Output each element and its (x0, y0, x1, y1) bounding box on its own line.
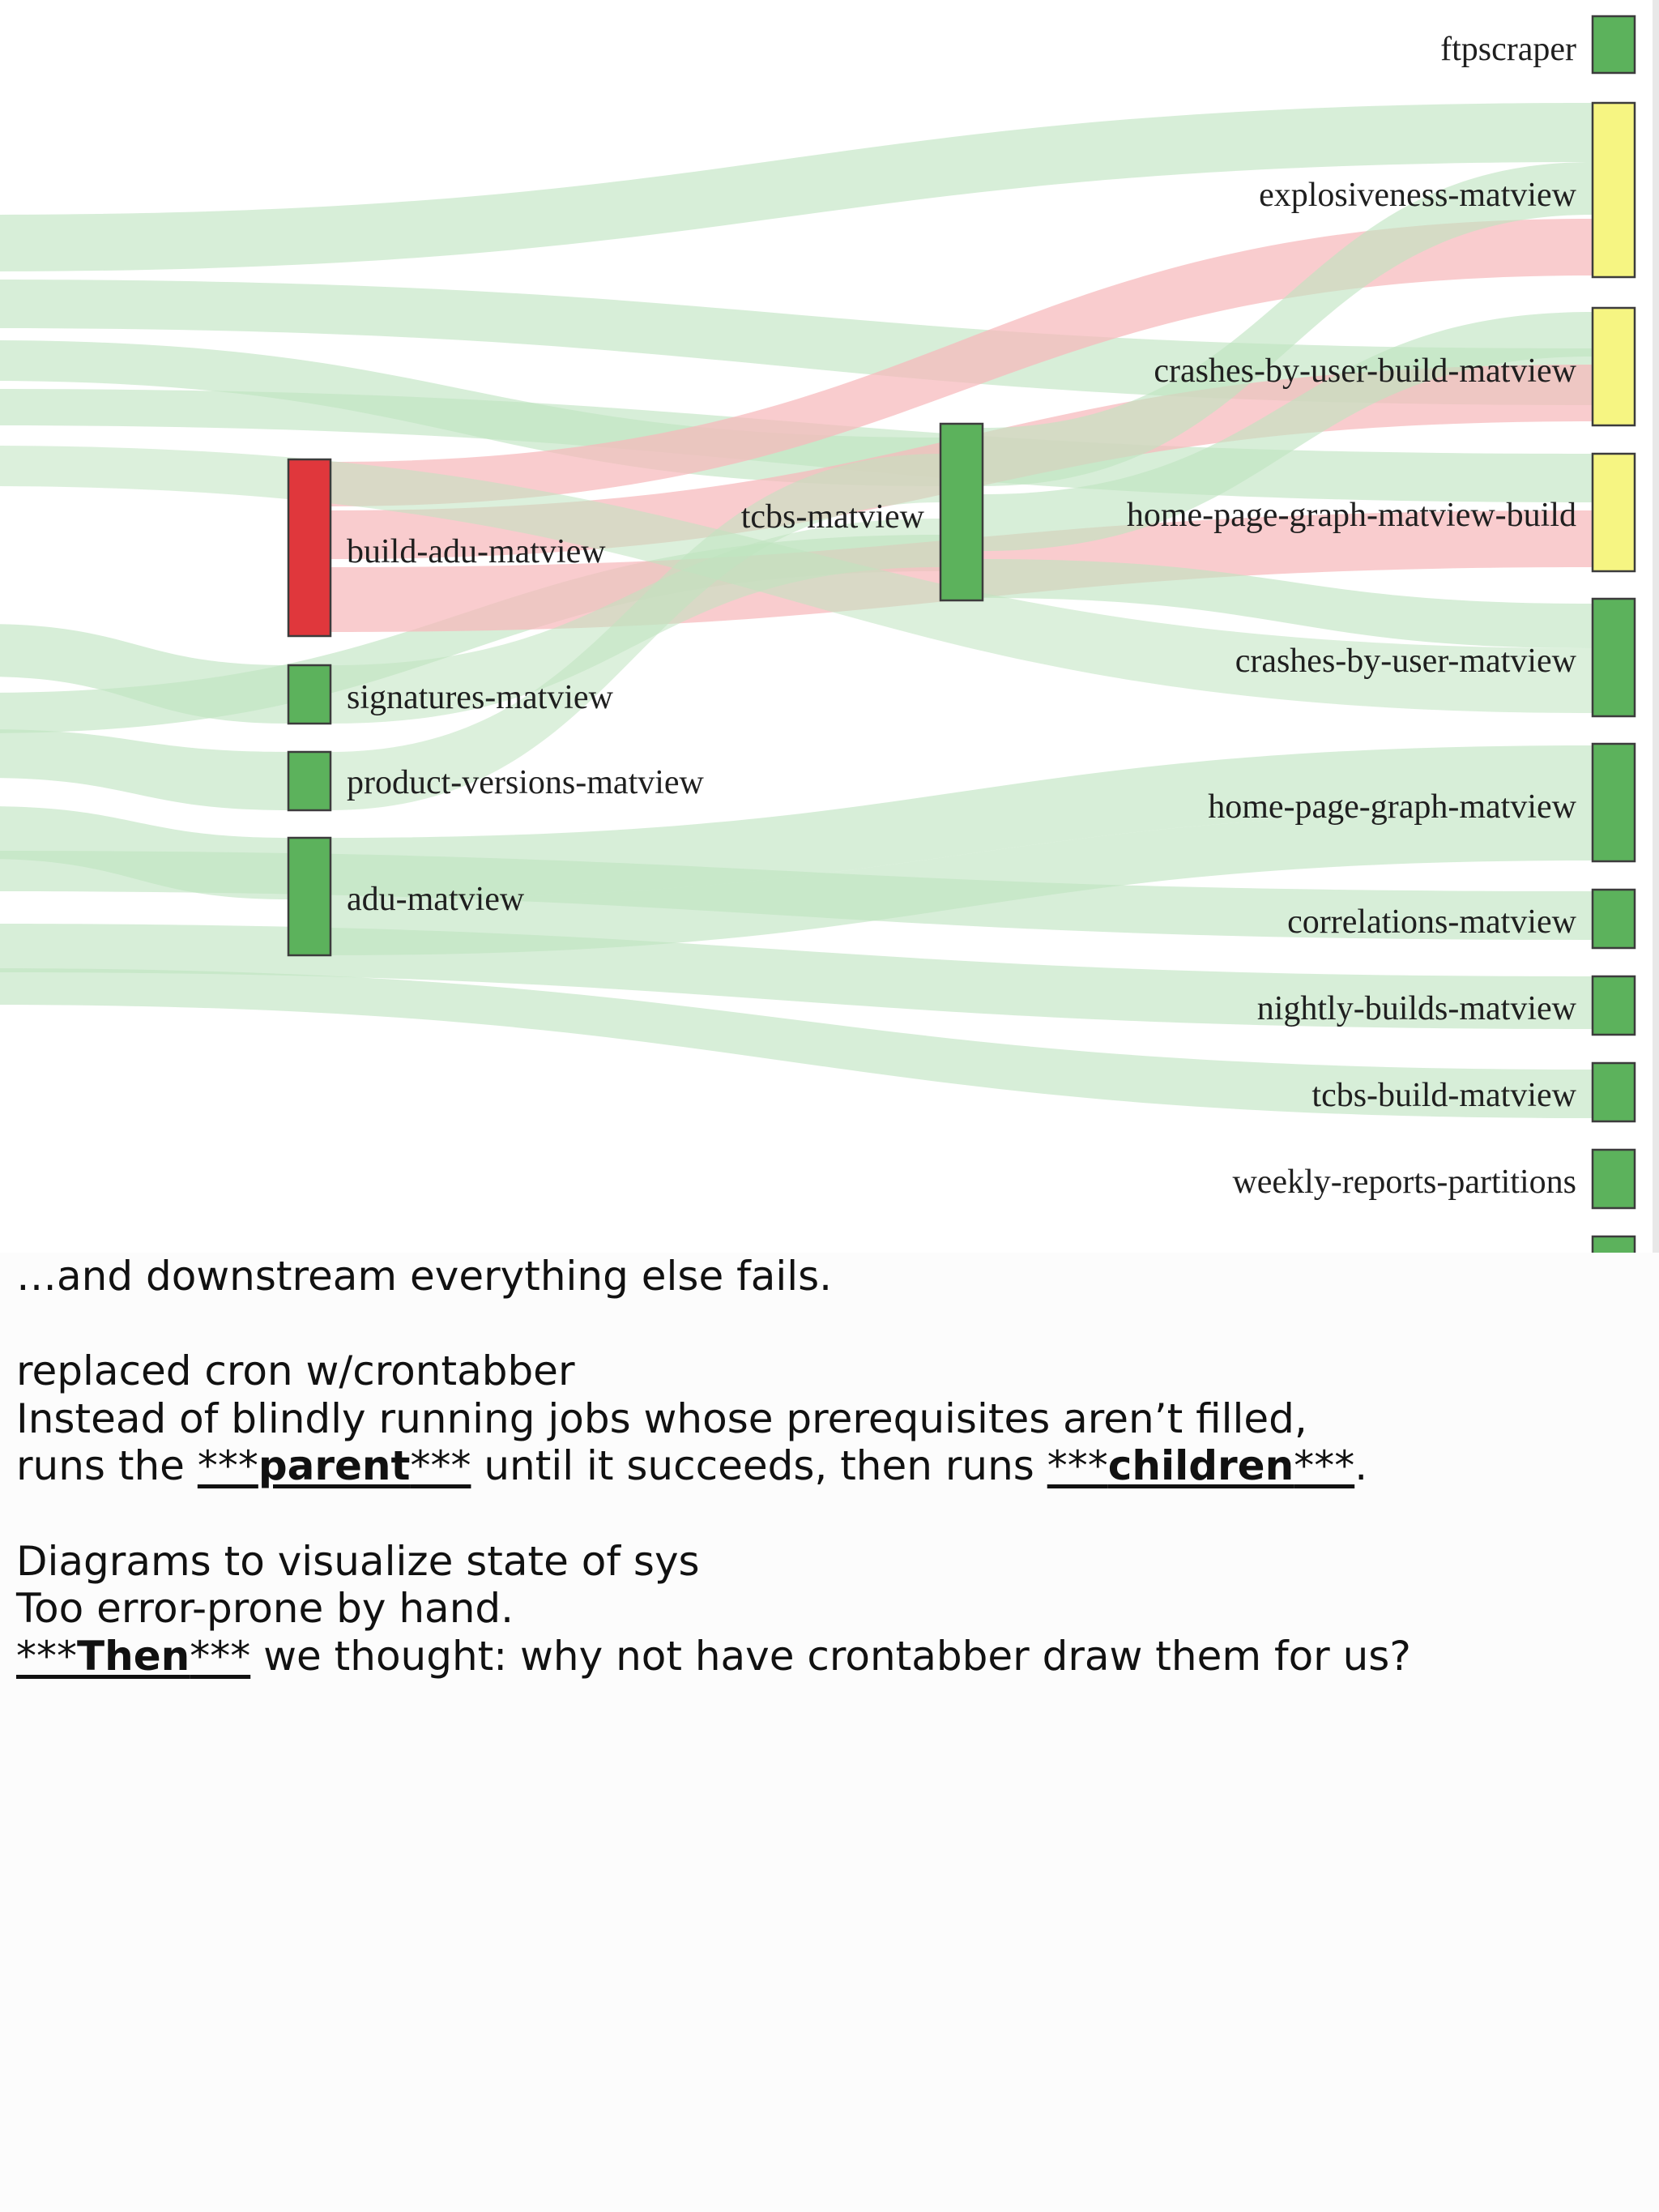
then-word: Then (77, 1632, 190, 1680)
node-label-home-page-graph-matview-build: home-page-graph-matview-build (1127, 497, 1576, 534)
node-partial-node (1591, 1235, 1636, 1253)
background-link (0, 968, 1593, 1118)
background-link (0, 729, 288, 810)
node-crashes-by-user-build-matview (1591, 306, 1636, 427)
note-line-parent-children: runs the ***parent*** until it succeeds,… (16, 1442, 1644, 1490)
note-line-then: ***Then*** we thought: why not have cron… (16, 1633, 1644, 1680)
link-adu-to-home-page-graph-2 (331, 810, 1593, 955)
node-label-crashes-by-user-build-matview: crashes-by-user-build-matview (1154, 352, 1576, 390)
diagram-edge-divider (1653, 0, 1659, 1253)
links-layer (0, 103, 1593, 1118)
link-build-adu-to-explosiveness (331, 219, 1593, 506)
node-label-ftpscraper: ftpscraper (1440, 31, 1576, 68)
link-tcbs-to-crashes-by-user (983, 559, 1593, 648)
node-signatures-matview (287, 664, 332, 725)
node-home-page-graph-matview (1591, 742, 1636, 863)
node-label-tcbs-build-matview: tcbs-build-matview (1311, 1077, 1576, 1114)
parent-word: parent (258, 1442, 411, 1490)
note-text: until it succeeds, then runs (471, 1442, 1047, 1490)
node-label-home-page-graph-matview: home-page-graph-matview (1208, 788, 1576, 826)
dependency-diagram: ftpscraper explosiveness-matview crashes-b… (0, 0, 1659, 1253)
node-build-adu-matview (287, 458, 332, 638)
link-tcbs-to-explosiveness (983, 162, 1593, 486)
node-nightly-builds-matview (1591, 975, 1636, 1036)
note-line-diagrams: Diagrams to visualize state of sys (16, 1537, 700, 1585)
link-adu-to-home-page-graph (331, 745, 1593, 899)
note-text: . (1354, 1442, 1368, 1490)
stars-right: *** (410, 1442, 471, 1490)
node-label-correlations-matview: correlations-matview (1287, 903, 1577, 941)
node-ftpscraper (1591, 15, 1636, 75)
stars-left: *** (1047, 1442, 1108, 1490)
node-label-tcbs-matview: tcbs-matview (741, 498, 925, 536)
node-explosiveness-matview (1591, 101, 1636, 279)
node-home-page-graph-matview-build (1591, 452, 1636, 573)
note-line-crontabber: replaced cron w/crontabber (16, 1347, 575, 1395)
note-line-prerequisites: Instead of blindly running jobs whose pr… (16, 1394, 1307, 1442)
node-weekly-reports-partitions (1591, 1148, 1636, 1210)
background-link (0, 446, 1593, 713)
children-emphasis: ***children*** (1047, 1442, 1354, 1489)
stars-right: *** (190, 1632, 251, 1680)
speaker-notes: …and downstream everything else fails. r… (16, 1253, 1644, 1680)
node-label-crashes-by-user-matview: crashes-by-user-matview (1235, 643, 1577, 680)
stars-left: *** (16, 1632, 77, 1680)
stars-right: *** (1294, 1442, 1355, 1490)
node-label-explosiveness-matview: explosiveness-matview (1259, 177, 1577, 214)
then-emphasis: ***Then*** (16, 1633, 250, 1680)
link-tcbs-to-crashes-by-user-build (983, 312, 1593, 551)
node-crashes-by-user-matview (1591, 597, 1636, 718)
link-product-versions-to-tcbs (331, 454, 940, 810)
node-correlations-matview (1591, 888, 1636, 950)
node-adu-matview (287, 836, 332, 957)
background-link (0, 103, 1593, 271)
dependency-sankey: ftpscraper explosiveness-matview crashes-b… (0, 0, 1659, 1253)
node-label-weekly-reports-partitions: weekly-reports-partitions (1232, 1164, 1576, 1201)
node-tcbs-matview (939, 422, 984, 602)
node-label-nightly-builds-matview: nightly-builds-matview (1257, 990, 1577, 1027)
note-text: we thought: why not have crontabber draw… (250, 1632, 1411, 1680)
node-label-adu-matview: adu-matview (347, 881, 525, 918)
node-label-product-versions-matview: product-versions-matview (347, 764, 705, 801)
note-line-error-prone: Too error-prone by hand. (16, 1585, 514, 1633)
node-label-build-adu-matview: build-adu-matview (347, 533, 606, 570)
parent-emphasis: ***parent*** (198, 1442, 471, 1489)
note-line-downstream: …and downstream everything else fails. (16, 1253, 833, 1300)
children-word: children (1107, 1442, 1294, 1490)
node-product-versions-matview (287, 750, 332, 812)
stars-left: *** (197, 1442, 258, 1490)
nodes-layer: ftpscraper explosiveness-matview crashes-b… (287, 0, 1659, 1253)
node-label-signatures-matview: signatures-matview (347, 679, 614, 716)
note-text: runs the (16, 1442, 198, 1490)
node-tcbs-build-matview (1591, 1061, 1636, 1123)
